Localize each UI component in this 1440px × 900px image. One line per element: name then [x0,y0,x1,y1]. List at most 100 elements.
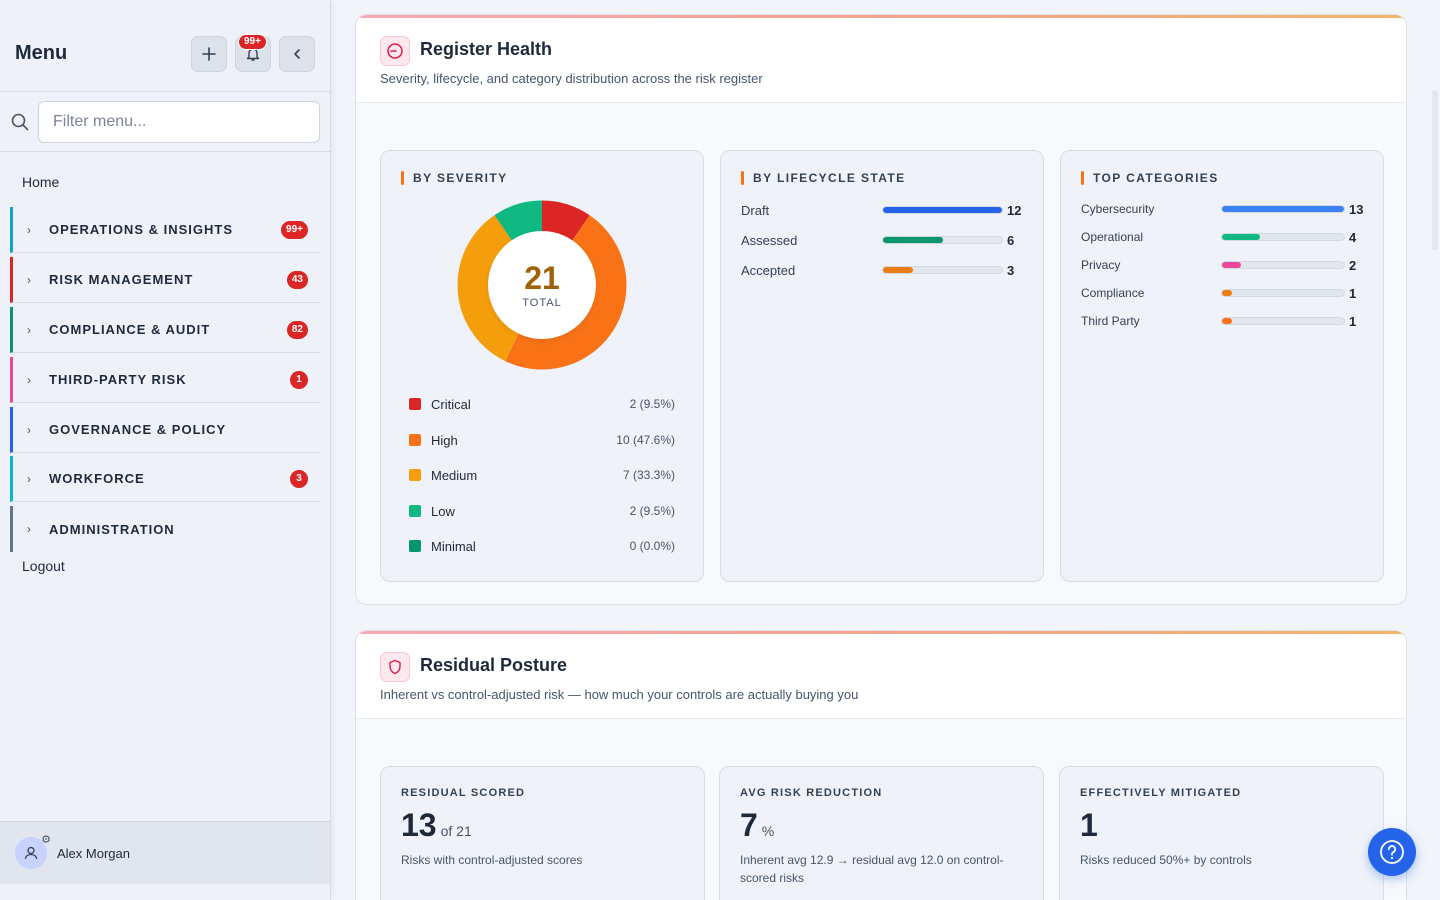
legend-name: High [431,432,458,448]
stat-title: AVG RISK REDUCTION [740,787,883,799]
legend-swatch [409,398,421,410]
legend-item-minimal: Minimal 0 (0.0%) [409,536,675,556]
legend-value: 2 (9.5%) [629,504,675,518]
stat-number: 13 [401,807,437,843]
help-icon [1380,840,1404,864]
nav-logout[interactable]: Logout [22,558,65,574]
legend-item-medium: Medium 7 (33.3%) [409,465,675,485]
stat-title: RESIDUAL SCORED [401,787,526,799]
legend-value: 7 (33.3%) [622,468,675,482]
bar-label: Compliance [1081,286,1145,300]
sidebar-search [0,92,330,152]
nav-group-operations-insights[interactable]: › OPERATIONS & INSIGHTS 99+ [10,207,320,253]
chevron-left-icon [294,49,300,59]
nav-group-label: RISK MANAGEMENT [49,272,194,287]
nav-group-label: GOVERNANCE & POLICY [49,422,227,437]
nav-count-badge: 43 [286,270,308,289]
nav-group-third-party-risk[interactable]: › THIRD-PARTY RISK 1 [10,357,320,403]
bar-fill [883,267,913,273]
bar-row-accepted: Accepted 3 [741,260,1014,280]
collapse-sidebar-button[interactable] [279,36,315,72]
bar-track [1221,261,1345,269]
nav-group-risk-management[interactable]: › RISK MANAGEMENT 43 [10,257,320,303]
bar-track [882,266,1003,274]
residual-posture-panel: Residual Posture Inherent vs control-adj… [355,630,1407,900]
bar-count: 1 [1349,285,1357,301]
sidebar: Menu 99+ Home › OPERATIONS & INSIGHTS 99… [0,0,331,900]
bar-count: 3 [1007,262,1015,278]
user-profile[interactable]: ⚙ Alex Morgan [0,821,330,884]
nav-home[interactable]: Home [22,174,60,190]
chevron-right-icon: › [27,471,31,486]
bar-count: 6 [1007,232,1015,248]
bar-fill [1222,318,1232,324]
bar-track [1221,233,1345,241]
add-button[interactable] [191,36,227,72]
nav-count-badge: 99+ [281,220,308,239]
bar-fill [1222,206,1344,212]
bar-fill [1222,290,1232,296]
card-title: BY LIFECYCLE STATE [741,171,906,185]
gauge-icon [380,36,410,66]
nav-group-governance-policy[interactable]: › GOVERNANCE & POLICY [10,407,320,453]
bar-count: 2 [1349,257,1357,273]
donut-slice-high [457,200,627,370]
stat-value: 7% [740,807,774,844]
avatar[interactable]: ⚙ [15,834,51,869]
legend-item-high: High 10 (47.6%) [409,430,675,450]
bar-row-cybersecurity: Cybersecurity 13 [1081,199,1363,219]
legend-value: 10 (47.6%) [616,433,675,447]
stat-number: 1 [1080,807,1098,843]
search-icon [11,113,29,131]
filter-menu-input[interactable] [38,101,320,143]
plus-icon [202,47,216,61]
nav-group-administration[interactable]: › ADMINISTRATION [10,506,320,552]
donut-total-label: TOTAL [522,297,562,309]
bar-count: 1 [1349,313,1357,329]
shield-icon [380,652,410,682]
gear-icon: ⚙ [41,834,51,846]
bar-track [1221,317,1345,325]
stat-description: Risks with control-adjusted scores [401,853,583,867]
bar-count: 4 [1349,229,1357,245]
donut-slice-medium [457,200,627,370]
legend-item-low: Low 2 (9.5%) [409,501,675,521]
notifications-button[interactable]: 99+ [235,34,271,72]
stat-value: 13 of 21 [401,807,472,844]
bar-label: Third Party [1081,314,1140,328]
bar-row-draft: Draft 12 [741,200,1021,220]
bar-track [1221,205,1345,213]
bar-label: Accepted [741,262,796,278]
bar-row-operational: Operational 4 [1081,227,1356,247]
sidebar-header: Menu 99+ [0,0,330,92]
donut-total: 21 [524,260,560,296]
scrollbar-thumb[interactable] [1432,90,1438,250]
severity-donut: 21 TOTAL [457,200,627,370]
stat-card-residual-scored: RESIDUAL SCORED 13 of 21 Risks with contr… [380,766,705,900]
chevron-right-icon: › [27,372,31,387]
panel-title: Register Health [420,39,553,59]
stat-description: Inherent avg 12.9 → residual avg 12.0 on… [740,853,1004,885]
nav-group-compliance-audit[interactable]: › COMPLIANCE & AUDIT 82 [10,307,320,353]
legend-swatch [409,540,421,552]
legend-swatch [409,434,421,446]
categories-card: TOP CATEGORIES Cybersecurity 13 Operationa… [1060,150,1384,582]
panel-subtitle: Inherent vs control-adjusted risk — how … [380,687,859,702]
nav-group-workforce[interactable]: › WORKFORCE 3 [10,456,320,502]
help-button[interactable] [1368,828,1416,876]
bar-label: Operational [1081,230,1144,244]
stat-card-effectively-mitigated: EFFECTIVELY MITIGATED 1 Risks reduced 50… [1059,766,1384,900]
panel-title: Residual Posture [420,655,568,675]
bar-fill [883,207,1002,213]
stat-suffix: % [761,823,775,839]
legend-swatch [409,505,421,517]
legend-swatch [409,469,421,481]
bar-row-compliance: Compliance 1 [1081,283,1356,303]
bar-row-assessed: Assessed 6 [741,230,1014,250]
lifecycle-card: BY LIFECYCLE STATE Draft 12 Assessed 6 Accep… [720,150,1044,582]
bar-fill [1222,262,1241,268]
bar-count: 13 [1349,201,1364,217]
donut-chart [457,200,627,370]
legend-name: Medium [431,467,478,483]
stat-description: Risks reduced 50%+ by controls [1080,853,1252,867]
